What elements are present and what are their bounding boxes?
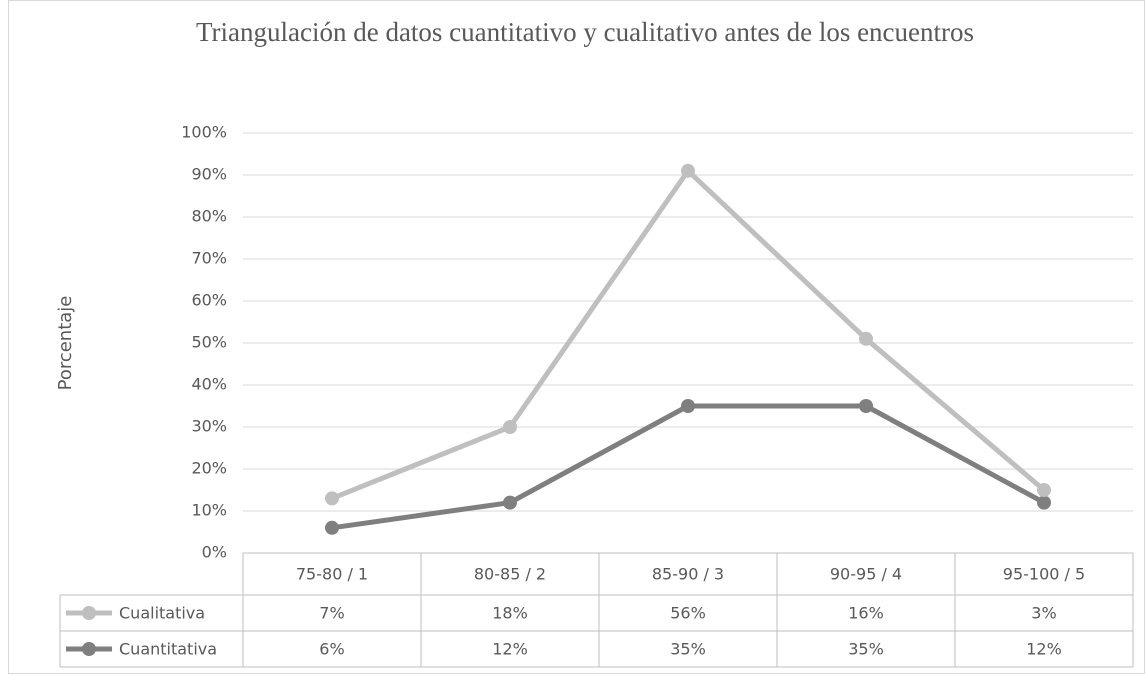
table-value: 3%: [1031, 604, 1056, 623]
legend-label: Cualitativa: [119, 604, 205, 623]
data-point: [325, 520, 339, 535]
series-line: [331, 403, 1046, 531]
data-point: [503, 495, 517, 510]
table-value: 16%: [848, 604, 884, 623]
x-tick-label: 75-80 / 1: [296, 565, 368, 584]
table-value: 35%: [848, 640, 884, 659]
y-tick-label: 80%: [191, 207, 227, 226]
data-point: [681, 399, 695, 413]
table-value: 12%: [1026, 640, 1062, 659]
y-tick-label: 20%: [191, 459, 227, 478]
y-tick-label: 100%: [181, 123, 227, 142]
y-tick-label: 0%: [202, 543, 227, 562]
x-tick-label: 90-95 / 4: [830, 565, 902, 584]
data-point: [859, 331, 873, 346]
table-value: 12%: [492, 640, 528, 659]
y-tick-label: 70%: [191, 249, 227, 268]
y-tick-label: 90%: [191, 165, 227, 184]
table-value: 35%: [670, 640, 706, 659]
chart-title: Triangulación de datos cuantitativo y cu…: [195, 17, 975, 47]
y-tick-label: 60%: [191, 291, 227, 310]
table-value: 6%: [319, 640, 344, 659]
x-tick-label: 80-85 / 2: [474, 565, 546, 584]
y-tick-label: 10%: [191, 501, 227, 520]
x-tick-label: 95-100 / 5: [1003, 565, 1085, 584]
data-point: [1037, 483, 1051, 497]
data-point: [1037, 495, 1051, 510]
y-tick-label: 50%: [191, 333, 227, 352]
data-point: [325, 491, 339, 506]
table-value: 7%: [319, 604, 344, 623]
series-line: [331, 168, 1046, 501]
table-value: 18%: [492, 604, 528, 623]
x-tick-label: 85-90 / 3: [652, 565, 724, 584]
table-value: 56%: [670, 604, 706, 623]
legend-marker: [82, 642, 96, 656]
legend-marker: [82, 606, 96, 620]
chart-frame: [8, 0, 1145, 674]
y-axis-label: Porcentaje: [55, 296, 76, 391]
y-tick-label: 40%: [191, 375, 227, 394]
data-point: [503, 420, 517, 434]
data-point: [681, 163, 695, 178]
y-tick-label: 30%: [191, 417, 227, 436]
legend-label: Cuantitativa: [119, 640, 217, 659]
data-point: [859, 399, 873, 413]
